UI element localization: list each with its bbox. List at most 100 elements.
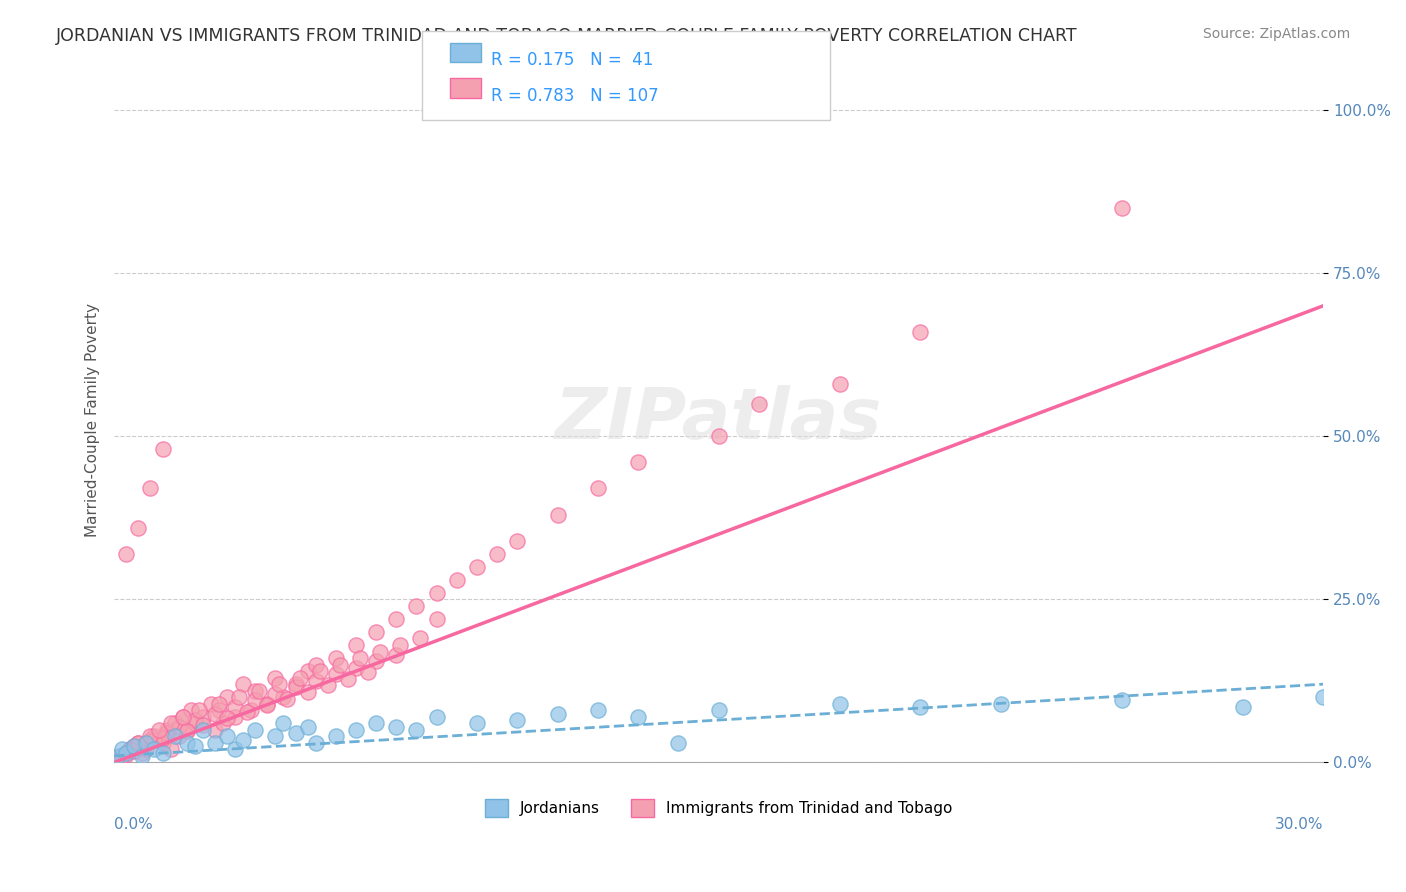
Point: [215, 711, 238, 725]
Point: [200, 697, 222, 711]
Point: [256, 698, 278, 712]
Point: [385, 648, 408, 662]
Point: [212, 716, 235, 731]
Point: [172, 710, 194, 724]
Point: [405, 723, 427, 737]
Point: [163, 730, 186, 744]
Point: [184, 716, 207, 731]
Point: [297, 685, 319, 699]
Point: [180, 703, 202, 717]
Text: 30.0%: 30.0%: [1275, 817, 1323, 832]
Point: [152, 442, 174, 457]
Point: [111, 742, 134, 756]
Point: [152, 731, 174, 745]
Point: [204, 736, 226, 750]
Point: [357, 665, 380, 680]
Point: [828, 697, 851, 711]
Point: [124, 744, 146, 758]
Point: [325, 667, 347, 681]
Point: [405, 599, 427, 613]
Point: [305, 673, 328, 688]
Point: [368, 644, 391, 658]
Point: [120, 742, 142, 756]
Point: [176, 724, 198, 739]
Point: [159, 716, 181, 731]
Point: [191, 723, 214, 737]
Point: [336, 672, 359, 686]
Point: [1111, 693, 1133, 707]
Point: [389, 638, 412, 652]
Point: [325, 651, 347, 665]
Point: [115, 547, 138, 561]
Point: [1312, 690, 1334, 705]
Point: [120, 742, 142, 756]
Point: [426, 710, 449, 724]
Point: [115, 746, 138, 760]
Point: [240, 703, 263, 717]
Point: [232, 732, 254, 747]
Point: [187, 703, 209, 717]
Point: [148, 723, 170, 737]
Point: [273, 716, 295, 731]
Point: [127, 736, 149, 750]
Point: [191, 717, 214, 731]
Point: [366, 654, 388, 668]
Point: [329, 657, 352, 672]
Point: [547, 706, 569, 721]
Point: [176, 736, 198, 750]
Point: [366, 624, 388, 639]
Point: [215, 690, 238, 705]
Point: [204, 723, 226, 737]
Point: [325, 730, 347, 744]
Point: [586, 703, 609, 717]
Point: [828, 377, 851, 392]
Point: [127, 520, 149, 534]
Point: [172, 710, 194, 724]
Point: [135, 742, 157, 756]
Point: [409, 632, 432, 646]
Point: [159, 742, 181, 756]
Point: [155, 726, 177, 740]
Point: [344, 661, 367, 675]
Point: [124, 739, 146, 753]
Point: [152, 746, 174, 760]
Point: [426, 586, 449, 600]
Y-axis label: Married-Couple Family Poverty: Married-Couple Family Poverty: [86, 303, 100, 537]
Point: [245, 693, 267, 707]
Point: [627, 455, 650, 469]
Point: [256, 697, 278, 711]
Point: [232, 677, 254, 691]
Point: [264, 687, 287, 701]
Point: [224, 710, 246, 724]
Point: [131, 739, 153, 753]
Point: [273, 690, 295, 705]
Point: [284, 681, 307, 695]
Point: [107, 752, 129, 766]
Point: [127, 736, 149, 750]
Text: R = 0.175   N =  41: R = 0.175 N = 41: [491, 51, 652, 69]
Point: [297, 664, 319, 678]
Point: [748, 397, 770, 411]
Legend: Jordanians, Immigrants from Trinidad and Tobago: Jordanians, Immigrants from Trinidad and…: [479, 792, 959, 823]
Point: [176, 723, 198, 737]
Point: [107, 748, 129, 763]
Point: [506, 533, 529, 548]
Point: [184, 713, 207, 727]
Point: [139, 732, 162, 747]
Point: [269, 677, 291, 691]
Point: [284, 677, 307, 691]
Point: [910, 325, 932, 339]
Point: [208, 697, 231, 711]
Text: R = 0.783   N = 107: R = 0.783 N = 107: [491, 87, 658, 104]
Point: [1232, 700, 1254, 714]
Point: [143, 732, 166, 747]
Text: JORDANIAN VS IMMIGRANTS FROM TRINIDAD AND TOBAGO MARRIED-COUPLE FAMILY POVERTY C: JORDANIAN VS IMMIGRANTS FROM TRINIDAD AN…: [56, 27, 1078, 45]
Point: [316, 678, 339, 692]
Point: [308, 664, 330, 678]
Point: [124, 739, 146, 753]
Point: [547, 508, 569, 522]
Point: [131, 746, 153, 760]
Point: [426, 612, 449, 626]
Point: [135, 737, 157, 751]
Point: [245, 683, 267, 698]
